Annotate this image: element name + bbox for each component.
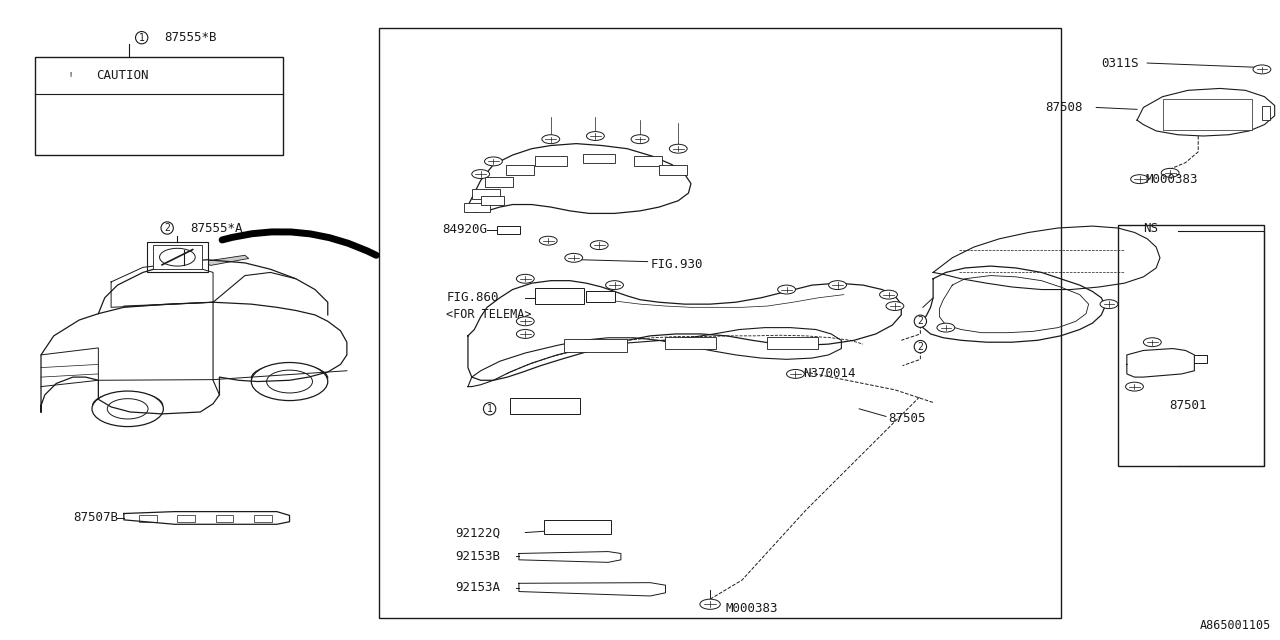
Bar (485, 177, 512, 187)
Text: FIG.930: FIG.930 (650, 258, 703, 271)
Text: 84920G: 84920G (443, 223, 488, 236)
Text: NS: NS (1143, 221, 1158, 234)
Circle shape (472, 170, 490, 179)
Bar (666, 337, 717, 349)
Text: 1: 1 (486, 404, 493, 414)
Bar (178, 515, 196, 522)
Circle shape (590, 241, 608, 250)
Circle shape (828, 281, 846, 289)
Bar (497, 226, 520, 234)
Bar (768, 337, 818, 349)
Bar (379, 28, 1061, 618)
Bar (253, 515, 271, 522)
Text: !: ! (68, 72, 73, 77)
Circle shape (787, 369, 804, 378)
Circle shape (1253, 65, 1271, 74)
Text: 87555*B: 87555*B (165, 31, 218, 44)
Circle shape (92, 391, 164, 427)
Text: 87555*A: 87555*A (191, 221, 243, 234)
Bar (1262, 106, 1270, 120)
Circle shape (778, 285, 795, 294)
Text: A865001105: A865001105 (1199, 620, 1271, 632)
Polygon shape (202, 255, 248, 266)
Circle shape (586, 132, 604, 140)
Bar (472, 189, 499, 200)
Bar (544, 520, 611, 534)
Circle shape (1100, 300, 1117, 308)
Polygon shape (49, 64, 84, 82)
Text: 92153A: 92153A (456, 581, 500, 594)
Bar (215, 515, 233, 522)
Circle shape (541, 135, 559, 143)
Bar (586, 291, 614, 302)
Text: 2: 2 (918, 342, 923, 351)
Circle shape (1161, 168, 1179, 177)
Circle shape (1143, 338, 1161, 347)
Bar (506, 165, 534, 175)
Text: 1: 1 (138, 33, 145, 43)
Circle shape (516, 330, 534, 339)
Circle shape (669, 144, 687, 153)
Bar (509, 398, 580, 414)
Bar (659, 165, 687, 175)
Bar (154, 245, 201, 269)
Circle shape (516, 317, 534, 326)
Text: CAUTION: CAUTION (96, 69, 148, 82)
Text: 2: 2 (164, 223, 170, 233)
Text: 87507B: 87507B (73, 511, 118, 524)
Bar (465, 203, 490, 212)
Circle shape (1125, 382, 1143, 391)
Bar (1117, 225, 1265, 466)
Circle shape (879, 290, 897, 299)
Bar (535, 156, 567, 166)
Circle shape (539, 236, 557, 245)
Circle shape (485, 157, 502, 166)
Bar (582, 154, 614, 163)
Circle shape (108, 399, 148, 419)
Text: 87505: 87505 (888, 412, 925, 425)
Bar (35, 57, 283, 155)
Circle shape (631, 135, 649, 143)
Text: 87501: 87501 (1169, 399, 1206, 412)
Circle shape (1130, 175, 1148, 184)
Circle shape (937, 323, 955, 332)
Circle shape (564, 253, 582, 262)
Circle shape (266, 370, 312, 393)
Bar (1162, 99, 1252, 130)
Text: M000383: M000383 (726, 602, 778, 615)
Circle shape (251, 362, 328, 401)
Text: <FOR TELEMA>: <FOR TELEMA> (447, 308, 531, 321)
Bar (481, 196, 503, 205)
Bar (147, 242, 207, 273)
Text: N370014: N370014 (803, 367, 855, 380)
Bar (140, 515, 157, 522)
Text: M000383: M000383 (1146, 173, 1198, 186)
Text: FIG.860: FIG.860 (447, 291, 499, 304)
Circle shape (160, 248, 196, 266)
Text: 0311S: 0311S (1101, 56, 1139, 70)
Circle shape (886, 301, 904, 310)
Bar (563, 339, 627, 352)
Bar (535, 288, 584, 304)
Text: 92153B: 92153B (456, 550, 500, 563)
Circle shape (516, 275, 534, 284)
Circle shape (605, 281, 623, 289)
Bar (634, 156, 662, 166)
Text: 87508: 87508 (1046, 101, 1083, 114)
Text: 92122Q: 92122Q (456, 526, 500, 539)
Text: 2: 2 (918, 316, 923, 326)
Circle shape (700, 599, 721, 609)
